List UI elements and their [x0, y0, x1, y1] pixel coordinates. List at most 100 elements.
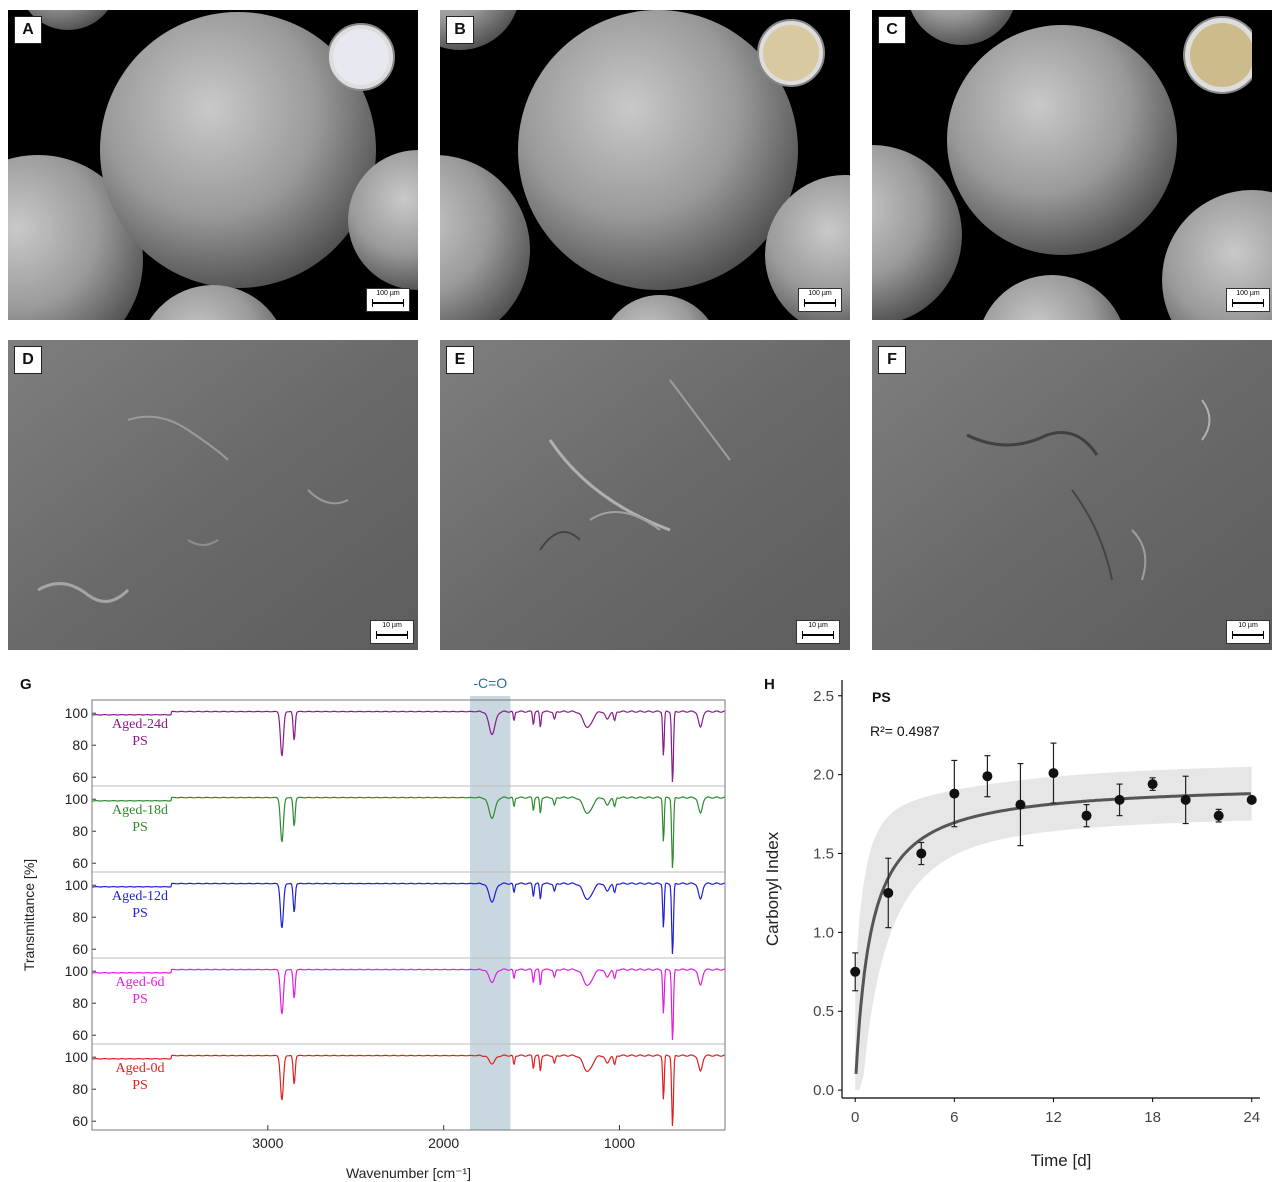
y-tick-label: 2.5 — [813, 688, 834, 705]
data-point — [982, 771, 993, 782]
y-tick-label: 60 — [72, 1027, 88, 1043]
y-tick-label: 80 — [72, 823, 88, 839]
scale-bar: 10 µm — [1226, 620, 1270, 644]
scale-bar: 100 µm — [1226, 288, 1270, 312]
series-label: Aged-12d — [112, 889, 168, 904]
y-tick-label: 100 — [65, 963, 89, 979]
data-point — [1213, 810, 1224, 821]
y-tick-label: 60 — [72, 1113, 88, 1129]
spectrum-line-aged-12d — [92, 882, 725, 955]
series-label: Aged-0d — [116, 1061, 165, 1076]
confidence-band — [855, 766, 1252, 1091]
panel-label: B — [446, 16, 474, 44]
y-tick-label: 1.0 — [813, 924, 834, 941]
scale-bar-text: 10 µm — [382, 622, 402, 629]
x-tick-label: 12 — [1045, 1109, 1062, 1126]
plot-frame — [91, 699, 726, 1131]
data-point — [1180, 794, 1191, 805]
scale-bar-text: 10 µm — [1238, 622, 1258, 629]
sem-panel-f: F 10 µm — [872, 340, 1272, 650]
scale-bar-text: 10 µm — [808, 622, 828, 629]
data-point — [1246, 794, 1257, 805]
series-sample-label: PS — [132, 820, 148, 835]
data-point — [883, 887, 894, 898]
sem-panel-a: A 100 µm — [8, 10, 418, 320]
data-point — [1048, 768, 1059, 779]
series-sample-label: PS — [132, 906, 148, 921]
spectrum-line-aged-18d — [92, 796, 725, 869]
dish-content — [1190, 23, 1252, 87]
carbonyl-band-label: -C=O — [473, 675, 507, 691]
scale-bar: 10 µm — [796, 620, 840, 644]
panel-label: F — [878, 346, 906, 374]
ftir-spectra-chart: -C=O Aged-24d PS 100 80 60 Aged-18d PS 100 80 60 Ag… — [21, 675, 726, 1181]
panel-label: E — [446, 346, 474, 374]
series-sample-label: PS — [132, 1078, 148, 1093]
y-tick-label: 100 — [65, 1049, 89, 1065]
y-tick-label: 0.5 — [813, 1003, 834, 1020]
y-tick-label: 100 — [65, 877, 89, 893]
x-axis-title: Time [d] — [1031, 1151, 1092, 1170]
y-tick-label: 100 — [65, 705, 89, 721]
spectrum-line-aged-0d — [92, 1054, 725, 1127]
petri-dish-image — [757, 19, 825, 87]
scale-bar-text: 100 µm — [1236, 290, 1260, 297]
scale-bar-text: 100 µm — [808, 290, 832, 297]
sem-microsphere-image — [440, 10, 850, 320]
r-squared-label: R²= 0.4987 — [870, 723, 940, 739]
x-axis-title: Wavenumber [cm⁻¹] — [346, 1165, 471, 1181]
panel-label-g: G — [20, 676, 32, 693]
sem-panel-d: D 10 µm — [8, 340, 418, 650]
y-tick-label: 80 — [72, 909, 88, 925]
petri-dish-image — [1183, 16, 1252, 94]
sem-panel-c: C 100 µm — [872, 10, 1272, 320]
scale-bar: 100 µm — [366, 288, 410, 312]
y-tick-label: 60 — [72, 855, 88, 871]
series-sample-label: PS — [132, 734, 148, 749]
y-tick-label: 60 — [72, 941, 88, 957]
y-axis-title: Carbonyl Index — [763, 831, 782, 946]
sem-panel-e: E 10 µm — [440, 340, 850, 650]
y-tick-label: 0.0 — [813, 1082, 834, 1099]
panel-label: A — [14, 16, 42, 44]
y-tick-label: 2.0 — [813, 767, 834, 784]
carbonyl-index-chart: 0.0 0.5 1.0 1.5 2.0 2.5 0 6 12 18 24 Time [d] Carbon… — [763, 680, 1260, 1170]
sem-surface-image — [440, 340, 850, 650]
panel-label-h: H — [764, 676, 775, 693]
data-point — [1114, 794, 1125, 805]
data-point — [1081, 810, 1092, 821]
y-tick-label: 100 — [65, 791, 89, 807]
data-point — [949, 788, 960, 799]
petri-dish-image — [327, 23, 395, 91]
series-sample-label: PS — [132, 992, 148, 1007]
panel-label: C — [878, 16, 906, 44]
x-tick-label: 1000 — [604, 1135, 635, 1151]
data-point — [1015, 799, 1026, 810]
y-tick-label: 80 — [72, 995, 88, 1011]
data-point — [850, 966, 861, 977]
dish-content — [333, 29, 389, 85]
x-tick-label: 3000 — [252, 1135, 283, 1151]
x-tick-label: 2000 — [428, 1135, 459, 1151]
sem-microsphere-image — [872, 10, 1272, 320]
data-point — [916, 848, 927, 859]
spectrum-line-aged-6d — [92, 968, 725, 1041]
sem-panel-b: B 100 µm — [440, 10, 850, 320]
scale-bar: 100 µm — [798, 288, 842, 312]
series-label: Aged-18d — [112, 803, 168, 818]
series-label: Aged-24d — [112, 717, 168, 732]
y-axis-title: Transmittance [%] — [21, 859, 37, 971]
y-tick-label: 60 — [72, 769, 88, 785]
dish-content — [763, 25, 819, 81]
x-tick-label: 18 — [1144, 1109, 1161, 1126]
y-tick-label: 80 — [72, 737, 88, 753]
y-tick-label: 1.5 — [813, 846, 834, 863]
spectrum-line-aged-24d — [92, 710, 725, 783]
data-point — [1147, 779, 1158, 790]
x-tick-label: 0 — [851, 1109, 859, 1126]
scale-bar-text: 100 µm — [376, 290, 400, 297]
sem-surface-image — [872, 340, 1272, 650]
sem-surface-image — [8, 340, 418, 650]
sem-microsphere-image — [8, 10, 418, 320]
x-tick-label: 24 — [1243, 1109, 1260, 1126]
